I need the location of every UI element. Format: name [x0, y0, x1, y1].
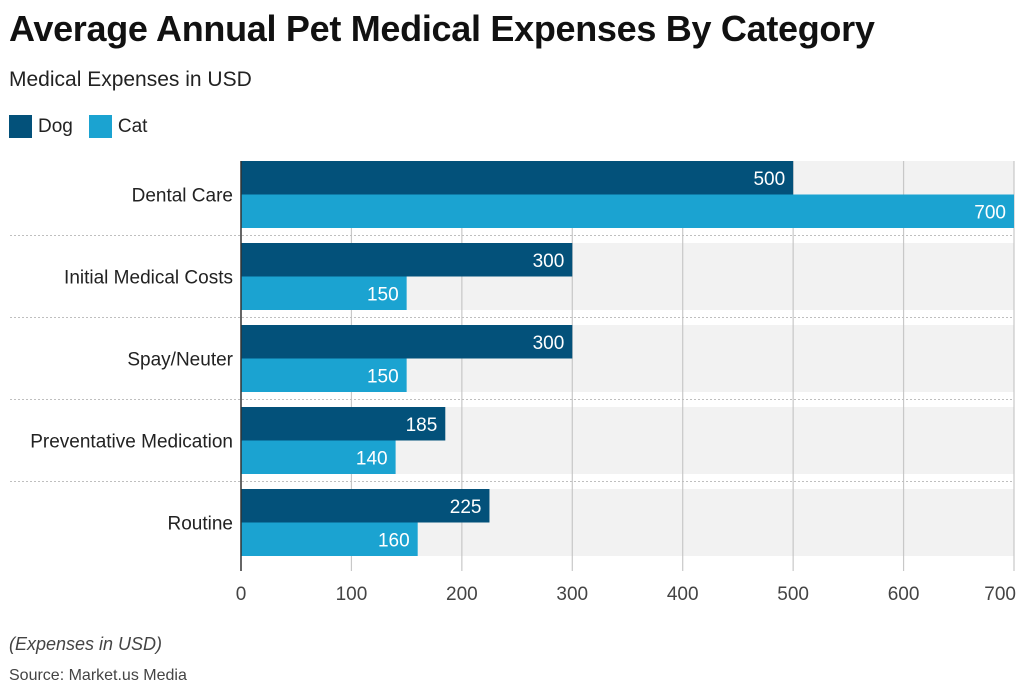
- bar-cat: [241, 358, 407, 392]
- x-tick-label: 700: [984, 584, 1016, 605]
- bar-cat: [241, 276, 407, 310]
- chart-note: (Expenses in USD): [9, 634, 163, 654]
- bar-value-label: 700: [974, 202, 1006, 223]
- x-tick-label: 200: [446, 584, 478, 605]
- bar-value-label: 150: [367, 284, 399, 305]
- legend-item-dog: Dog: [9, 115, 73, 138]
- bar-dog: [241, 489, 490, 523]
- bar-value-label: 150: [367, 366, 399, 387]
- bar-dog: [241, 161, 794, 195]
- legend-swatch-dog: [9, 115, 32, 138]
- legend-item-cat: Cat: [88, 115, 148, 138]
- legend: Dog Cat: [9, 115, 163, 138]
- x-tick-label: 500: [777, 584, 809, 605]
- category-label: Dental Care: [132, 186, 233, 207]
- x-tick-label: 600: [888, 584, 920, 605]
- bar-chart: 500 700 Dental Care 300 150 Initial Medical C…: [10, 161, 1016, 605]
- bar-cat: [241, 522, 418, 556]
- x-tick-label: 0: [236, 584, 247, 605]
- chart-title: Average Annual Pet Medical Expenses By C…: [9, 8, 875, 49]
- category-label: Initial Medical Costs: [64, 268, 233, 289]
- bar-value-label: 500: [753, 169, 785, 190]
- category-label: Routine: [168, 514, 234, 535]
- bar-cat: [241, 440, 396, 474]
- bar-value-label: 160: [378, 530, 410, 551]
- chart-source: Source: Market.us Media: [9, 667, 187, 684]
- bar-dog: [241, 407, 446, 441]
- x-tick-label: 100: [336, 584, 368, 605]
- bar-value-label: 225: [450, 497, 482, 518]
- x-tick-label: 400: [667, 584, 699, 605]
- category-label: Spay/Neuter: [127, 350, 233, 371]
- bar-value-label: 185: [406, 415, 438, 436]
- category-label: Preventative Medication: [30, 432, 233, 453]
- bar-dog: [241, 243, 573, 277]
- x-tick-label: 300: [556, 584, 588, 605]
- bar-value-label: 140: [356, 448, 388, 469]
- bar-dog: [241, 325, 573, 359]
- chart-subtitle: Medical Expenses in USD: [9, 68, 252, 91]
- bar-cat: [241, 194, 1014, 228]
- legend-label-dog: Dog: [38, 115, 73, 137]
- bar-value-label: 300: [533, 333, 565, 354]
- bar-value-label: 300: [533, 251, 565, 272]
- legend-swatch-cat: [88, 115, 112, 138]
- legend-label-cat: Cat: [117, 115, 148, 137]
